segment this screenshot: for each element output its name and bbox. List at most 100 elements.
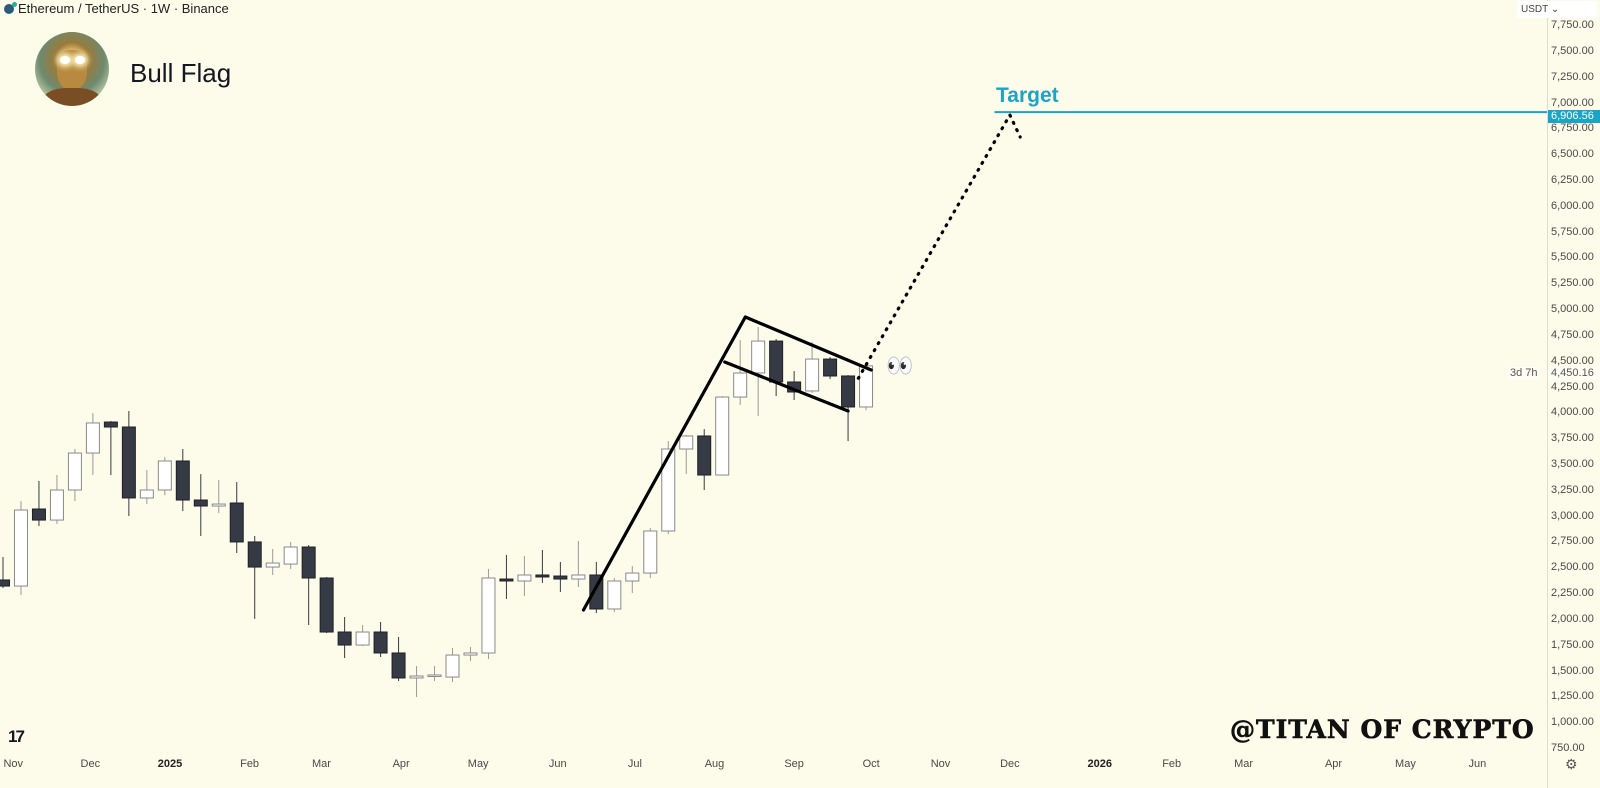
price-tick-label: 6,000.00 xyxy=(1551,199,1594,212)
candle[interactable] xyxy=(301,545,316,625)
candle[interactable] xyxy=(193,474,208,536)
candle[interactable] xyxy=(409,665,424,697)
watermark: @TITAN OF CRYPTO xyxy=(1230,715,1535,745)
candle-body xyxy=(283,546,298,565)
time-tick-label: May xyxy=(467,758,489,770)
projection-path[interactable] xyxy=(856,111,1022,380)
flag-lower-line[interactable] xyxy=(723,360,850,413)
price-tick-label: 4,000.00 xyxy=(1551,406,1594,419)
candle-body xyxy=(517,574,532,582)
price-tick-label: 3,250.00 xyxy=(1551,483,1594,496)
candle-body xyxy=(337,631,352,646)
candle-body xyxy=(211,503,226,507)
candle[interactable] xyxy=(697,429,712,491)
price-tick-label: 6,500.00 xyxy=(1551,148,1594,161)
candle[interactable] xyxy=(319,576,334,634)
time-tick-label: Feb xyxy=(240,758,260,770)
candle[interactable] xyxy=(841,375,856,442)
candle-body xyxy=(697,435,712,476)
candle[interactable] xyxy=(733,340,748,406)
price-chart[interactable] xyxy=(0,0,1547,788)
candle[interactable] xyxy=(157,457,172,496)
price-tick-label: 5,000.00 xyxy=(1551,303,1594,316)
time-tick-label: Mar xyxy=(312,758,331,770)
price-tick-label: 5,500.00 xyxy=(1551,251,1594,264)
candle[interactable] xyxy=(85,413,100,476)
time-tick-label: 2026 xyxy=(1087,758,1113,770)
candle-body xyxy=(229,502,244,543)
flag-upper-line[interactable] xyxy=(743,315,873,372)
price-tick-label: 2,000.00 xyxy=(1551,612,1594,625)
candle-body xyxy=(643,530,658,574)
candle[interactable] xyxy=(13,501,28,596)
candle[interactable] xyxy=(373,621,388,658)
candle[interactable] xyxy=(337,617,352,659)
candle[interactable] xyxy=(823,357,838,379)
price-tick-label: 2,250.00 xyxy=(1551,587,1594,600)
candle[interactable] xyxy=(499,554,514,599)
candle-body xyxy=(625,572,640,582)
candle[interactable] xyxy=(481,569,496,659)
candle[interactable] xyxy=(391,636,406,681)
candle[interactable] xyxy=(463,646,478,662)
candle[interactable] xyxy=(0,557,10,589)
time-tick-label: Nov xyxy=(3,758,24,770)
candle[interactable] xyxy=(265,548,280,576)
time-tick-label: Feb xyxy=(1162,758,1182,770)
settings-gear-icon[interactable]: ⚙ xyxy=(1565,756,1578,772)
candle[interactable] xyxy=(715,396,730,476)
candle-body xyxy=(265,562,280,568)
price-tick-label: 4,750.00 xyxy=(1551,328,1594,341)
price-tick-label: 1,250.00 xyxy=(1551,690,1594,703)
time-tick-label: Dec xyxy=(1000,758,1020,770)
candle[interactable] xyxy=(751,327,766,417)
candle-body xyxy=(319,577,334,633)
candle-body xyxy=(805,358,820,392)
candle[interactable] xyxy=(571,541,586,587)
candle[interactable] xyxy=(517,556,532,596)
candle[interactable] xyxy=(229,482,244,554)
currency-selector[interactable]: USDT ⌄ xyxy=(1517,1,1597,18)
candle[interactable] xyxy=(805,342,820,394)
candle[interactable] xyxy=(31,481,46,527)
price-tick-label: 7,750.00 xyxy=(1551,19,1594,32)
target-label: Target xyxy=(996,84,1059,107)
candle-body xyxy=(355,631,370,646)
candle[interactable] xyxy=(121,410,136,517)
candle[interactable] xyxy=(247,535,262,619)
candle[interactable] xyxy=(535,550,550,583)
tradingview-logo-icon[interactable]: 17 xyxy=(8,727,25,746)
time-tick-label: Dec xyxy=(80,758,101,770)
price-axis-divider xyxy=(1547,0,1548,788)
candle[interactable] xyxy=(283,541,298,570)
candle-body xyxy=(769,340,784,383)
candle[interactable] xyxy=(103,421,118,476)
candle[interactable] xyxy=(67,449,82,502)
candle[interactable] xyxy=(553,561,568,593)
candle-body xyxy=(157,460,172,491)
candle-body xyxy=(445,654,460,678)
candle[interactable] xyxy=(607,578,622,612)
candle[interactable] xyxy=(625,566,640,593)
candle[interactable] xyxy=(427,665,442,681)
price-tick-label: 6,250.00 xyxy=(1551,173,1594,186)
candle[interactable] xyxy=(355,624,370,647)
candle[interactable] xyxy=(787,371,802,401)
candle[interactable] xyxy=(211,479,226,514)
time-tick-label: Aug xyxy=(704,758,725,770)
candle[interactable] xyxy=(175,449,190,512)
symbol-header[interactable]: Ethereum / TetherUS · 1W · Binance xyxy=(4,1,229,16)
bar-countdown: 3d 7h xyxy=(1508,367,1540,380)
candle[interactable] xyxy=(769,339,784,397)
candle[interactable] xyxy=(679,435,694,474)
candle[interactable] xyxy=(445,648,460,683)
price-tick-label: 7,250.00 xyxy=(1551,70,1594,83)
candle[interactable] xyxy=(859,364,874,411)
candle-body xyxy=(175,460,190,501)
candle[interactable] xyxy=(643,528,658,579)
price-tick-label: 2,750.00 xyxy=(1551,535,1594,548)
candle[interactable] xyxy=(49,475,64,524)
flagpole-line[interactable] xyxy=(581,315,747,612)
candle-body xyxy=(841,375,856,408)
candle[interactable] xyxy=(139,470,154,505)
